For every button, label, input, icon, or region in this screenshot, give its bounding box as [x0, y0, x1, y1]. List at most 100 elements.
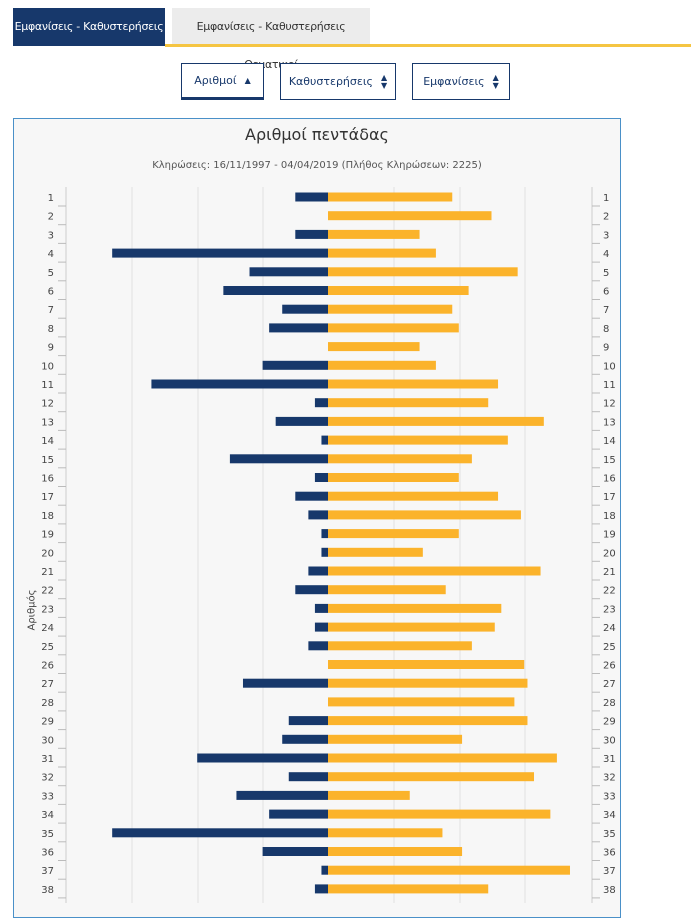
sort-appearances-label: Εμφανίσεις — [423, 75, 485, 88]
bar-left-22 — [295, 585, 328, 595]
tick-label-right-33: 33 — [603, 791, 616, 802]
bar-right-30 — [328, 734, 463, 744]
sort-numbers-label: Αριθμοί — [194, 74, 237, 87]
tick-label-right-19: 19 — [603, 530, 616, 541]
bar-right-34 — [328, 809, 551, 819]
tick-label-right-28: 28 — [603, 698, 616, 709]
bar-right-24 — [328, 622, 495, 632]
tick-label-right-29: 29 — [603, 717, 616, 728]
bar-left-35 — [112, 828, 329, 838]
bar-left-38 — [314, 884, 328, 894]
tick-label-right-20: 20 — [603, 548, 616, 559]
tick-label-right-5: 5 — [603, 268, 609, 279]
tick-label-left-30: 30 — [41, 735, 54, 746]
bar-left-14 — [321, 435, 328, 445]
tick-label-right-9: 9 — [603, 343, 609, 354]
bar-right-23 — [328, 603, 502, 613]
bar-left-5 — [249, 267, 328, 277]
bar-right-29 — [328, 716, 528, 726]
tick-label-left-10: 10 — [41, 361, 54, 372]
tick-label-right-37: 37 — [603, 866, 616, 877]
sort-appearances-button[interactable]: Εμφανίσεις ▲ ▼ — [412, 63, 510, 100]
tick-label-left-29: 29 — [41, 717, 54, 728]
bar-right-1 — [328, 192, 453, 202]
tick-label-right-31: 31 — [603, 754, 616, 765]
bar-left-1 — [295, 192, 328, 202]
bar-right-25 — [328, 641, 472, 651]
tick-label-left-36: 36 — [41, 848, 54, 859]
tab-bar: Εμφανίσεις - Καθυστερήσεις Εμφανίσεις - … — [0, 0, 691, 71]
sort-icon: ▲ ▼ — [381, 72, 388, 90]
tick-label-left-26: 26 — [41, 661, 54, 672]
bar-right-3 — [328, 229, 420, 239]
bar-right-18 — [328, 510, 521, 520]
bar-left-19 — [321, 529, 328, 539]
tick-label-right-11: 11 — [603, 380, 616, 391]
tick-label-left-28: 28 — [41, 698, 54, 709]
tick-label-left-22: 22 — [41, 586, 54, 597]
tick-label-right-18: 18 — [603, 511, 616, 522]
bar-right-17 — [328, 491, 499, 501]
tick-label-right-2: 2 — [603, 212, 609, 223]
tab-appearances-delays[interactable]: Εμφανίσεις - Καθυστερήσεις — [13, 8, 165, 46]
bar-left-34 — [269, 809, 328, 819]
bar-left-27 — [242, 678, 328, 688]
tick-label-left-13: 13 — [41, 417, 54, 428]
tick-label-left-16: 16 — [41, 474, 54, 485]
bar-right-32 — [328, 772, 535, 782]
bar-left-24 — [314, 622, 328, 632]
bar-left-18 — [308, 510, 328, 520]
bar-left-21 — [308, 566, 328, 576]
bar-right-19 — [328, 529, 459, 539]
chart-title: Αριθμοί πεντάδας — [245, 125, 389, 144]
tick-label-left-34: 34 — [41, 810, 54, 821]
tick-label-left-24: 24 — [41, 623, 54, 634]
tick-label-right-30: 30 — [603, 735, 616, 746]
tab-appearances-delays-thematic[interactable]: Εμφανίσεις - Καθυστερήσεις Θεματικοί — [172, 8, 370, 71]
bar-right-35 — [328, 828, 443, 838]
bar-right-21 — [328, 566, 541, 576]
bar-right-26 — [328, 660, 525, 669]
bar-left-29 — [288, 716, 328, 726]
tick-label-left-17: 17 — [41, 492, 54, 503]
tick-label-left-18: 18 — [41, 511, 54, 522]
tick-label-left-8: 8 — [48, 324, 54, 335]
tick-label-left-7: 7 — [48, 305, 54, 316]
sort-icon: ▲ ▼ — [492, 72, 499, 90]
bar-right-5 — [328, 267, 518, 277]
sort-delays-button[interactable]: Καθυστερήσεις ▲ ▼ — [280, 63, 396, 100]
bar-left-30 — [282, 734, 328, 744]
bar-left-33 — [236, 790, 328, 800]
bar-right-14 — [328, 435, 508, 445]
bar-left-7 — [282, 304, 328, 314]
bar-right-13 — [328, 416, 544, 426]
tick-label-left-5: 5 — [48, 268, 54, 279]
tick-label-right-35: 35 — [603, 829, 616, 840]
tick-label-left-27: 27 — [41, 679, 54, 690]
bar-left-16 — [314, 473, 328, 482]
bar-left-10 — [262, 360, 328, 370]
tick-label-left-6: 6 — [48, 287, 54, 298]
bar-left-20 — [321, 547, 328, 557]
bar-right-33 — [328, 790, 410, 800]
tick-label-left-31: 31 — [41, 754, 54, 765]
tick-label-left-20: 20 — [41, 548, 54, 559]
tick-label-right-12: 12 — [603, 399, 616, 410]
tick-label-right-22: 22 — [603, 586, 616, 597]
tick-label-left-15: 15 — [41, 455, 54, 466]
caret-up-icon: ▲ — [244, 75, 251, 85]
tick-label-left-33: 33 — [41, 791, 54, 802]
sort-delays-label: Καθυστερήσεις — [288, 75, 373, 88]
tick-label-left-37: 37 — [41, 866, 54, 877]
tick-label-left-38: 38 — [41, 885, 54, 896]
tick-label-right-27: 27 — [603, 679, 616, 690]
bar-left-4 — [112, 248, 329, 258]
sort-numbers-button[interactable]: Αριθμοί ▲ — [181, 63, 264, 100]
bar-left-8 — [269, 323, 328, 333]
tick-label-right-3: 3 — [603, 230, 609, 241]
bar-left-25 — [308, 641, 328, 651]
tick-label-left-19: 19 — [41, 530, 54, 541]
chart-subtitle: Κληρώσεις: 16/11/1997 - 04/04/2019 (Πλήθ… — [152, 160, 482, 171]
bar-right-20 — [328, 547, 423, 557]
bar-left-11 — [151, 379, 328, 389]
